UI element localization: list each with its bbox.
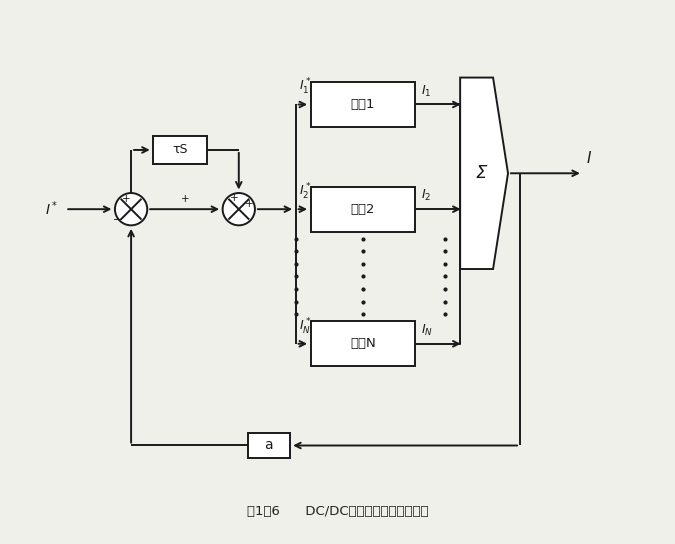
- FancyBboxPatch shape: [153, 135, 207, 164]
- Text: +: +: [181, 194, 189, 205]
- Text: a: a: [265, 438, 273, 453]
- Text: $I_2$: $I_2$: [421, 188, 431, 203]
- FancyBboxPatch shape: [248, 433, 290, 458]
- Text: $I_N^*$: $I_N^*$: [298, 317, 311, 337]
- FancyBboxPatch shape: [310, 322, 415, 366]
- Text: 模块2: 模块2: [351, 203, 375, 215]
- Text: 模块N: 模块N: [350, 337, 376, 350]
- Text: $I_2^*$: $I_2^*$: [298, 182, 311, 202]
- Text: $I_1^*$: $I_1^*$: [298, 77, 311, 97]
- Text: +: +: [230, 194, 238, 203]
- Text: $I$: $I$: [586, 150, 592, 166]
- Text: 模块1: 模块1: [351, 98, 375, 111]
- Text: +: +: [245, 200, 254, 209]
- Text: $I^*$: $I^*$: [45, 200, 58, 219]
- Text: $I_N$: $I_N$: [421, 323, 433, 338]
- Text: τS: τS: [172, 144, 188, 157]
- Text: $I_1$: $I_1$: [421, 83, 432, 98]
- Text: 图1－6      DC/DC电源并联控制原理框图: 图1－6 DC/DC电源并联控制原理框图: [246, 505, 429, 518]
- Circle shape: [223, 193, 255, 225]
- Circle shape: [115, 193, 147, 225]
- FancyBboxPatch shape: [310, 187, 415, 232]
- FancyBboxPatch shape: [310, 82, 415, 127]
- Text: −: −: [113, 215, 123, 225]
- Text: +: +: [122, 194, 131, 204]
- Text: Σ: Σ: [475, 164, 487, 182]
- Polygon shape: [460, 78, 508, 269]
